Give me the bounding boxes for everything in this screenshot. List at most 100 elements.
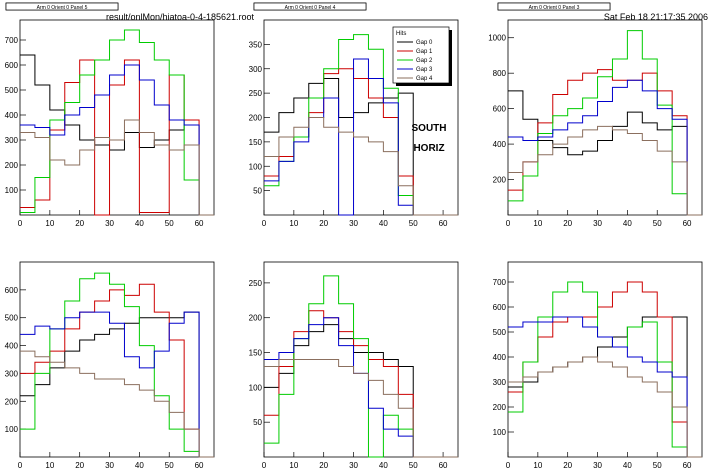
y-tick-label: 700	[493, 278, 507, 287]
series-line-gap-2	[508, 281, 702, 458]
histogram-panel-4: Arm 0 Orient 0 Panel 4 0 10 20 30 40 50 60 50 100…	[249, 2, 459, 470]
legend-entry: Gap 0	[416, 40, 433, 46]
series-line-gap-1	[508, 69, 702, 216]
y-tick-label: 50	[253, 187, 262, 196]
series-line-gap-0	[264, 324, 458, 458]
y-tick-label: 400	[493, 140, 507, 149]
plot-frame	[507, 261, 703, 458]
legend-entry: Gap 1	[416, 49, 433, 55]
y-tick-label: 50	[253, 418, 262, 427]
timestamp: Sat Feb 18 21:17:35 2006	[603, 12, 708, 22]
y-tick-label: 200	[249, 114, 263, 123]
x-tick-label: 10	[533, 461, 542, 470]
x-tick-label: 60	[683, 461, 692, 470]
panel-title-box	[497, 2, 611, 11]
y-tick-label: 600	[5, 61, 19, 70]
histogram-panel-2: Arm 0 Orient 0 Panel 2010203040506020040…	[488, 2, 703, 228]
x-tick-label: 60	[439, 461, 448, 470]
x-tick-label: 30	[593, 219, 602, 228]
x-tick-label: 50	[165, 461, 174, 470]
series-line-gap-2	[508, 30, 702, 216]
y-tick-label: 100	[5, 186, 19, 195]
x-tick-label: 40	[623, 461, 632, 470]
x-tick-label: 0	[506, 461, 511, 470]
x-tick-label: 10	[289, 219, 298, 228]
y-tick-label: 100	[5, 425, 19, 434]
x-tick-label: 50	[409, 461, 418, 470]
panel-annotation: SOUTH	[412, 123, 447, 134]
x-tick-label: 30	[349, 219, 358, 228]
legend-entry: Gap 3	[416, 67, 433, 73]
x-tick-label: 20	[75, 219, 84, 228]
legend-entry: Gap 2	[416, 58, 433, 64]
series-line-gap-0	[508, 90, 702, 216]
y-tick-label: 700	[5, 36, 19, 45]
x-tick-label: 60	[195, 461, 204, 470]
x-tick-label: 20	[563, 219, 572, 228]
plot-frame	[507, 19, 703, 216]
series-line-gap-3	[508, 79, 702, 216]
x-tick-label: 40	[623, 219, 632, 228]
series-line-gap-4	[264, 359, 458, 458]
x-tick-label: 60	[439, 219, 448, 228]
series-line-gap-1	[264, 68, 458, 216]
series-line-gap-4	[20, 119, 214, 216]
y-tick-label: 200	[5, 397, 19, 406]
x-tick-label: 0	[18, 461, 23, 470]
y-tick-label: 600	[5, 286, 19, 295]
legend-box	[392, 26, 450, 84]
x-tick-label: 50	[165, 219, 174, 228]
histogram-panel-3: Arm 0 Orient 0 Panel 50 10 20 30 40 50 6010020…	[5, 2, 215, 470]
x-tick-label: 0	[262, 461, 267, 470]
x-tick-label: 50	[653, 219, 662, 228]
y-tick-label: 200	[493, 403, 507, 412]
x-tick-label: 10	[533, 219, 542, 228]
x-tick-label: 0	[262, 219, 267, 228]
x-tick-label: 0	[18, 219, 23, 228]
series-line-gap-4	[508, 356, 702, 458]
y-tick-label: 500	[5, 314, 19, 323]
y-tick-label: 100	[249, 383, 263, 392]
x-tick-label: 30	[349, 461, 358, 470]
y-tick-label: 800	[493, 69, 507, 78]
plot-frame	[19, 261, 215, 458]
y-tick-label: 100	[249, 162, 263, 171]
y-tick-label: 600	[493, 105, 507, 114]
panel-title: Arm 0 Orient 0 Panel 4	[285, 5, 336, 11]
y-tick-label: 300	[493, 378, 507, 387]
y-tick-label: 300	[5, 369, 19, 378]
panel-title: Arm 0 Orient 0 Panel 3	[529, 5, 580, 11]
series-line-gap-4	[264, 117, 458, 216]
y-tick-label: 300	[5, 136, 19, 145]
histogram-panel-1: Arm 0 Orient 1 Panel 1010203040506050100…	[249, 2, 459, 228]
series-line-gap-1	[508, 281, 702, 458]
y-tick-label: 500	[493, 328, 507, 337]
series-line-gap-3	[20, 311, 214, 458]
series-line-gap-1	[264, 310, 458, 458]
legend-entry: Gap 4	[416, 76, 433, 82]
series-line-gap-4	[20, 350, 214, 458]
series-line-gap-0	[20, 311, 214, 458]
y-tick-label: 250	[249, 279, 263, 288]
x-tick-label: 10	[45, 461, 54, 470]
series-line-gap-1	[20, 283, 214, 458]
x-tick-label: 60	[683, 219, 692, 228]
y-tick-label: 200	[5, 161, 19, 170]
y-tick-label: 600	[493, 303, 507, 312]
y-tick-label: 100	[493, 428, 507, 437]
x-tick-label: 40	[379, 219, 388, 228]
x-tick-label: 40	[135, 461, 144, 470]
x-tick-label: 20	[563, 461, 572, 470]
y-tick-label: 500	[5, 86, 19, 95]
panel-title: Arm 0 Orient 0 Panel 5	[37, 5, 88, 11]
x-tick-label: 30	[593, 461, 602, 470]
series-line-gap-4	[508, 125, 702, 216]
x-tick-label: 50	[409, 219, 418, 228]
x-tick-label: 40	[135, 219, 144, 228]
y-tick-label: 400	[5, 111, 19, 120]
series-line-gap-3	[20, 64, 214, 216]
x-tick-label: 20	[319, 219, 328, 228]
x-tick-label: 60	[195, 219, 204, 228]
y-tick-label: 150	[249, 138, 263, 147]
